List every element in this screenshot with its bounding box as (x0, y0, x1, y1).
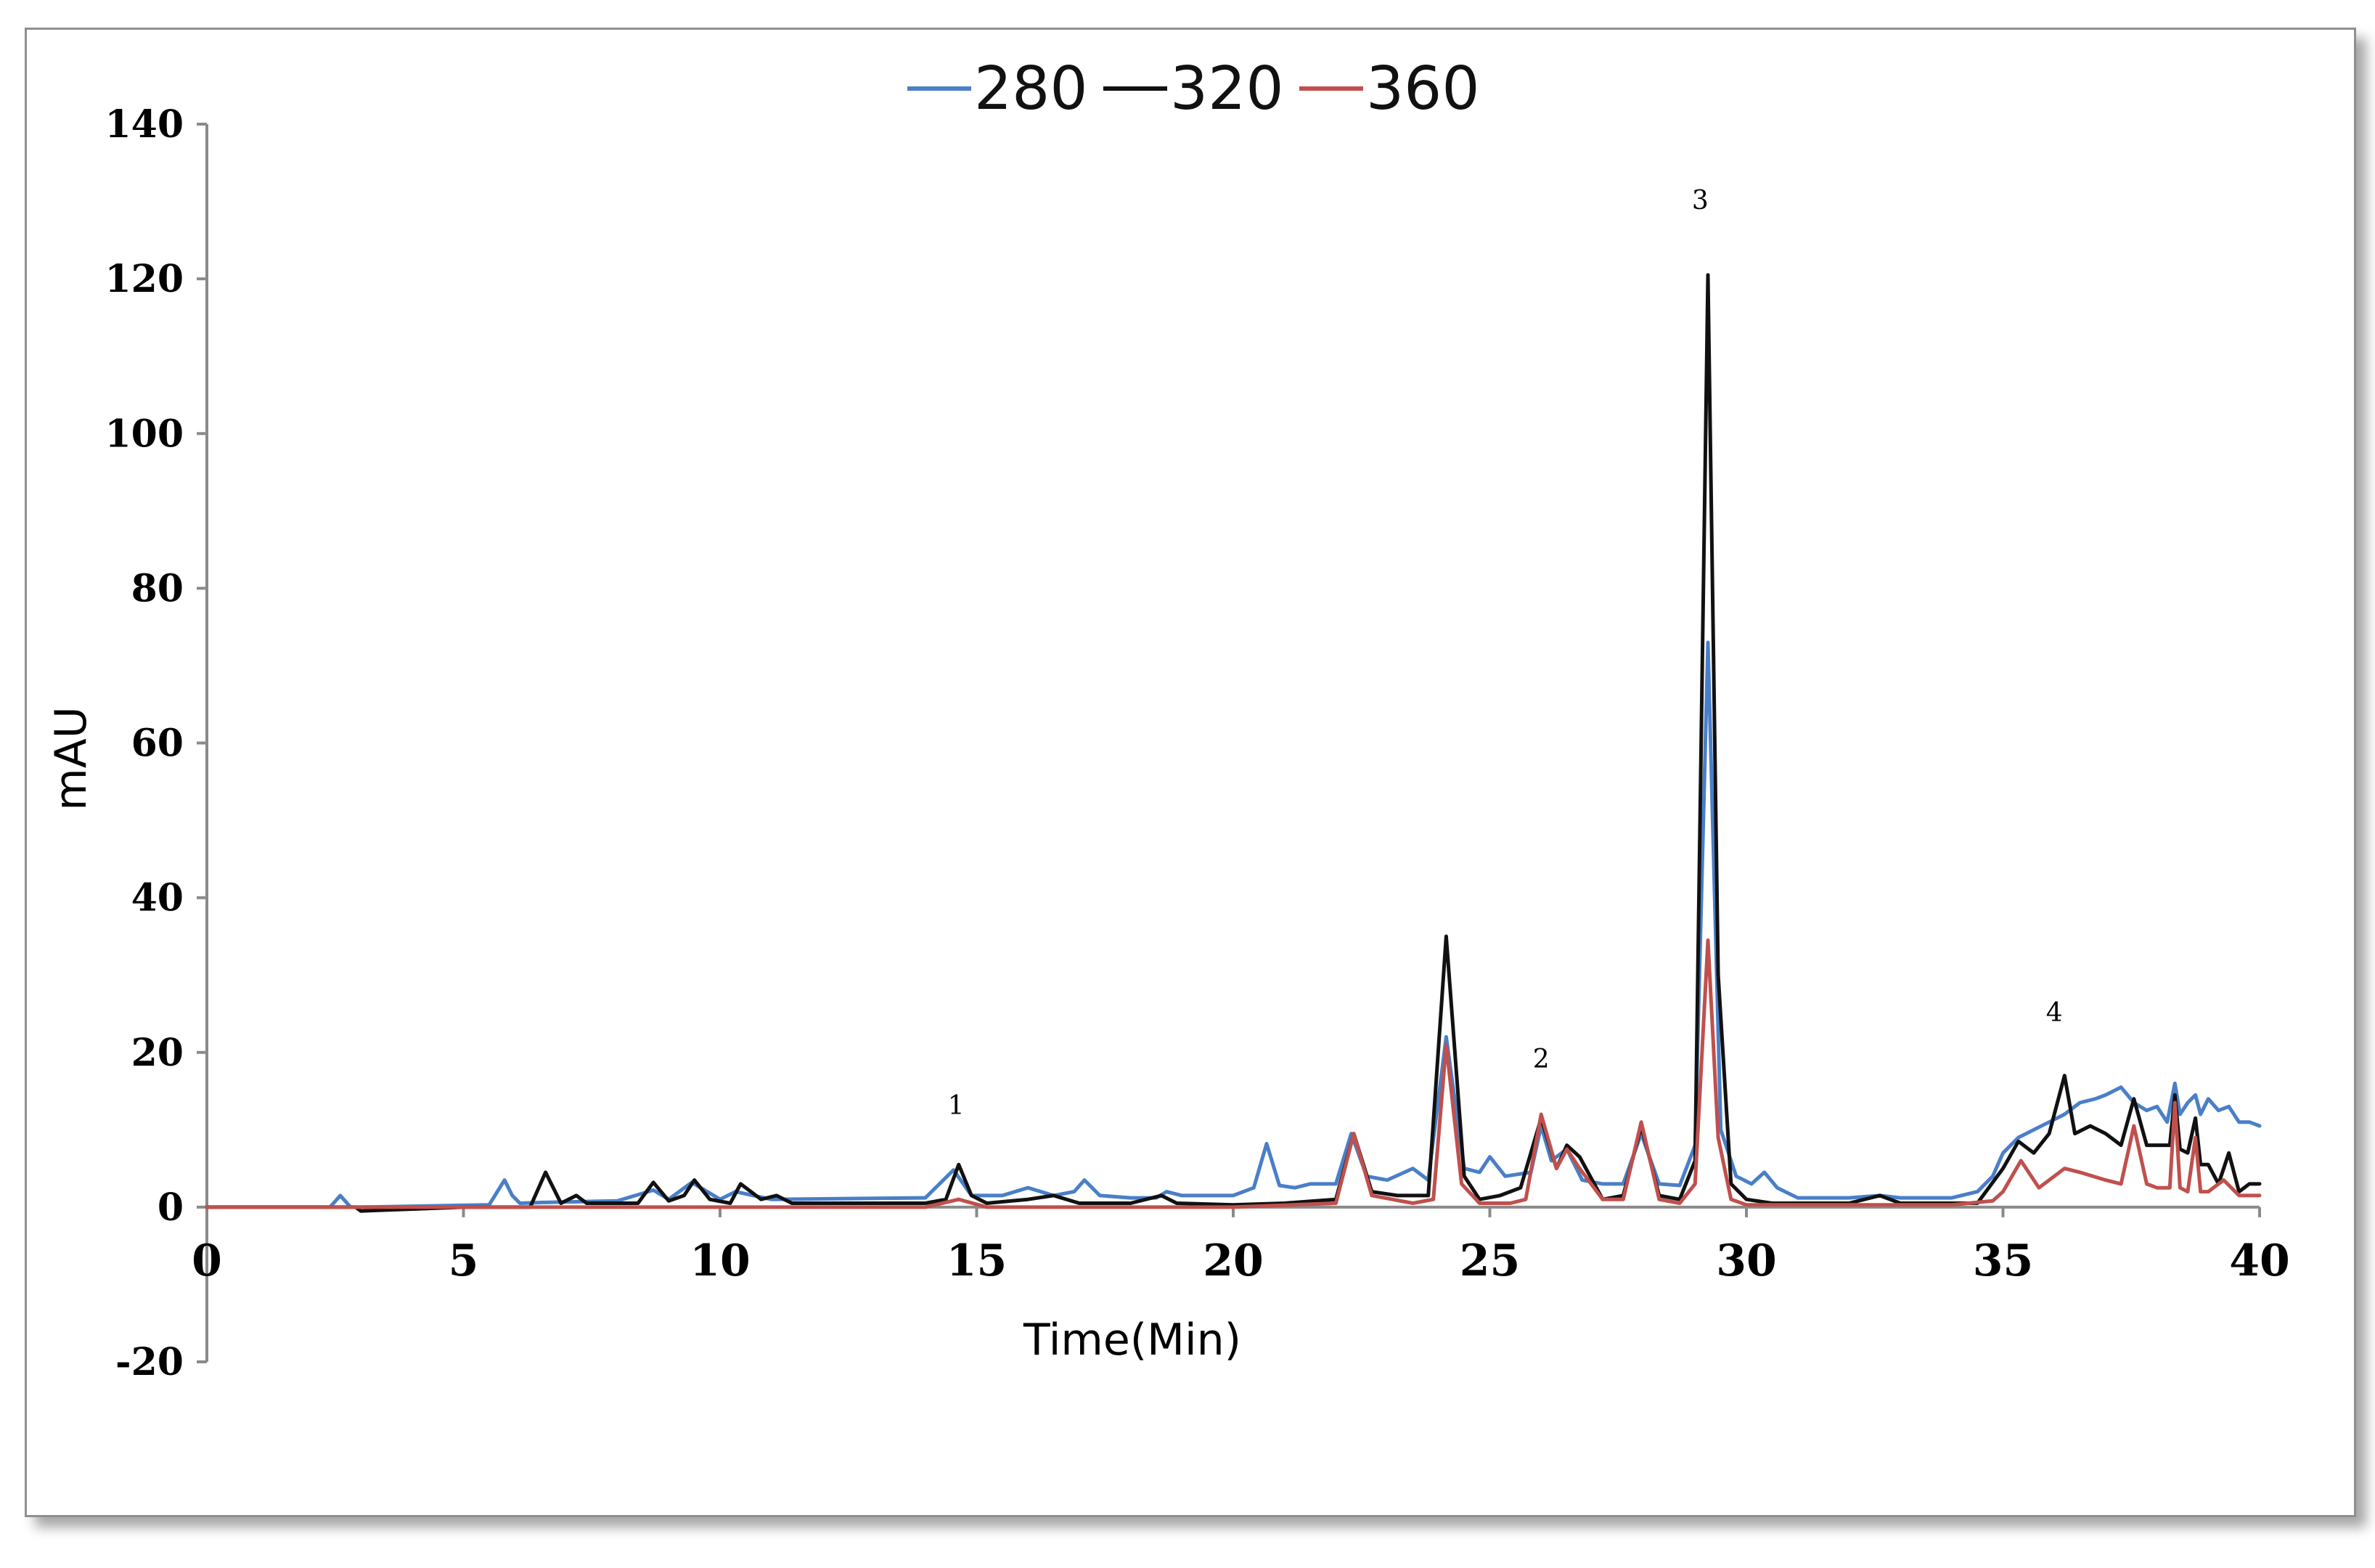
peak-annotations: 1 2 3 4 (948, 186, 2063, 1121)
peak-label-3: 3 (1692, 186, 1709, 216)
x-axis-title: Time(Min) (1023, 1315, 1241, 1365)
peak-label-2: 2 (1533, 1045, 1550, 1074)
chart-frame (25, 28, 2356, 1517)
series-line-320 (205, 273, 2262, 1213)
x-tick-label: 25 (1460, 1236, 1521, 1286)
axes: -20 0 20 40 60 80 100 120 140 0 5 10 15 20 25 30 35 40 (105, 102, 2289, 1384)
y-tick-label: -20 (115, 1340, 184, 1384)
x-tick-label: 40 (2229, 1236, 2290, 1286)
series-group (205, 273, 2262, 1213)
peak-label-1: 1 (948, 1091, 965, 1121)
series-line-280 (205, 640, 2262, 1209)
y-tick-label: 80 (131, 566, 184, 611)
y-tick-label: 60 (131, 722, 184, 766)
legend-label-320: 320 (1170, 54, 1284, 123)
y-tick-label: 100 (105, 412, 184, 456)
y-tick-label: 0 (158, 1185, 184, 1230)
legend-label-360: 360 (1366, 54, 1480, 123)
y-axis-title: mAU (46, 706, 97, 810)
x-tick-label: 20 (1203, 1236, 1264, 1286)
x-tick-label: 10 (690, 1236, 751, 1286)
y-tick-label: 20 (131, 1031, 184, 1075)
x-tick-label: 35 (1973, 1236, 2034, 1286)
y-tick-label: 120 (105, 257, 184, 301)
x-tick-label: 15 (947, 1236, 1007, 1286)
legend-label-280: 280 (974, 54, 1088, 123)
x-tick-label: 30 (1716, 1236, 1777, 1286)
x-tick-label: 5 (449, 1236, 479, 1286)
y-tick-label: 140 (105, 102, 184, 147)
peak-label-4: 4 (2046, 998, 2063, 1028)
series-line-360 (205, 938, 2262, 1209)
y-tick-label: 40 (131, 876, 184, 920)
x-tick-label: 0 (192, 1236, 222, 1286)
legend: 280 320 360 (907, 54, 1480, 123)
